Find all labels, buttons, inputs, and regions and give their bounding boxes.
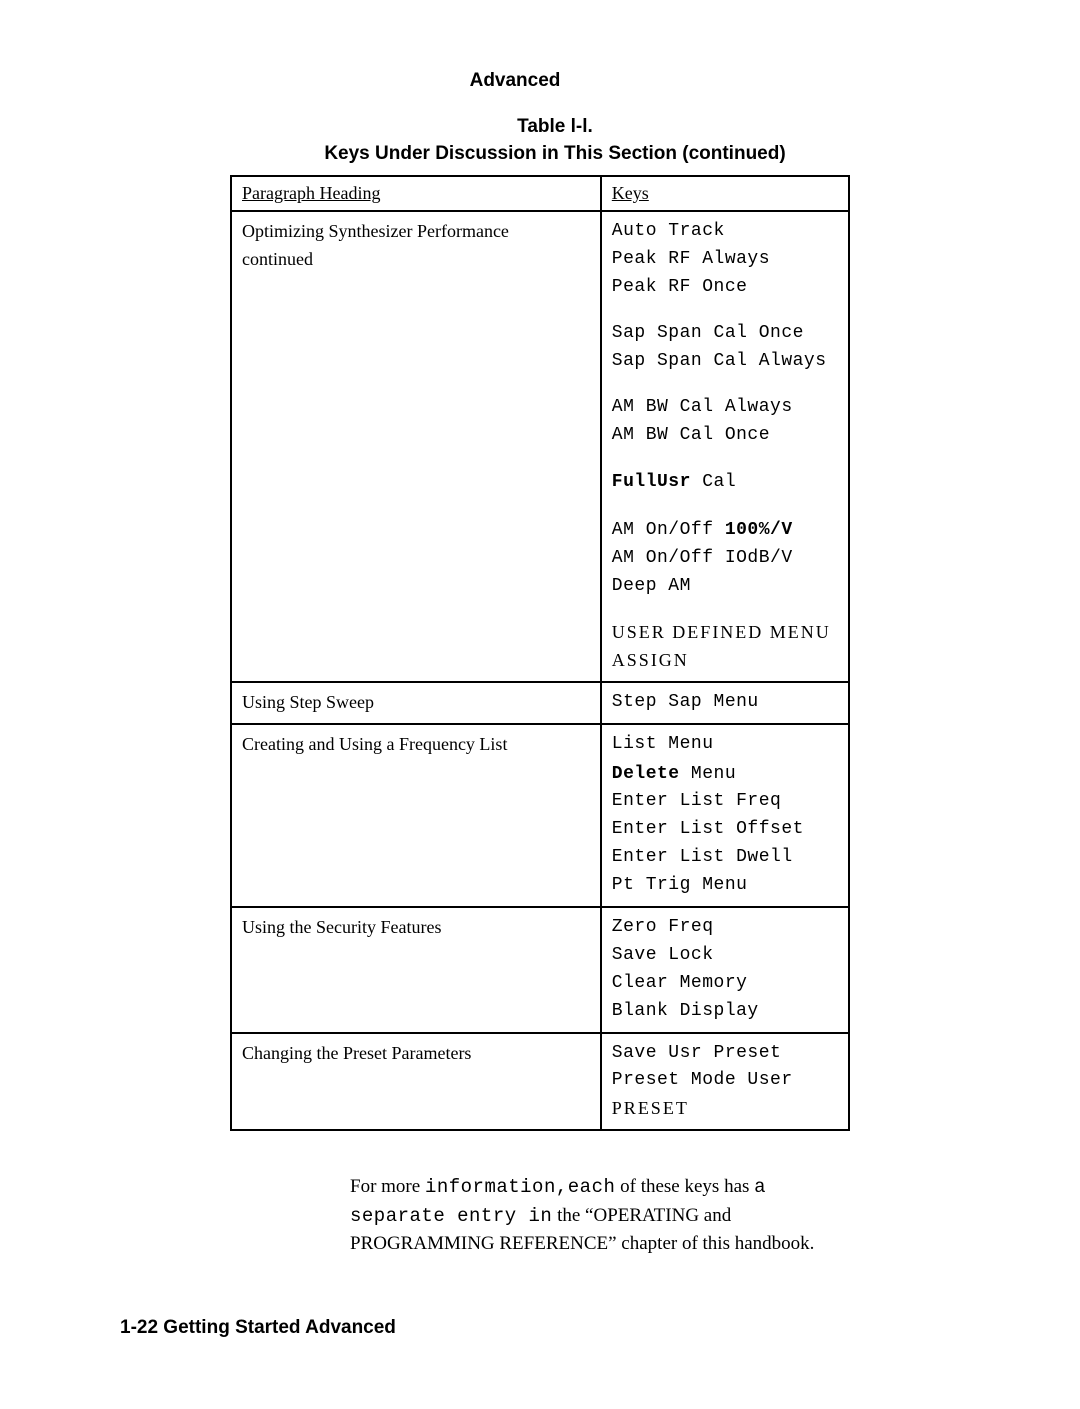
table-header-left: Paragraph Heading: [231, 176, 601, 211]
paragraph-heading-line: Changing the Preset Parameters: [242, 1040, 590, 1068]
key-line: Save Usr Preset: [612, 1040, 838, 1068]
paragraph-heading-line: Creating and Using a Frequency List: [242, 731, 590, 759]
key-line: Zero Freq: [612, 914, 838, 942]
body-paragraph: For more information,each of these keys …: [350, 1173, 870, 1258]
key-line: Auto Track: [612, 218, 838, 246]
keys-cell: Step Sap Menu: [601, 682, 849, 724]
key-line: PRESET: [612, 1095, 838, 1123]
key-line: Clear Memory: [612, 970, 838, 998]
document-page: Advanced Table l-l. Keys Under Discussio…: [0, 0, 1080, 1409]
table-header-row: Paragraph Heading Keys: [231, 176, 849, 211]
key-line: Blank Display: [612, 998, 838, 1026]
key-line: AM BW Cal Always: [612, 394, 838, 422]
key-line: Deep AM: [612, 573, 838, 601]
paragraph-heading-line: Optimizing Synthesizer Performance: [242, 218, 590, 246]
key-line: Pt Trig Menu: [612, 872, 838, 900]
key-line: AM On/Off 100%/V: [612, 515, 838, 545]
table-row: Using Step Sweep Step Sap Menu: [231, 682, 849, 724]
key-line: Enter List Freq: [612, 788, 838, 816]
key-line: USER DEFINED MENU: [612, 619, 838, 647]
key-gap: [612, 497, 838, 515]
paragraph-heading-cell: Using the Security Features: [231, 907, 601, 1033]
table-header-right: Keys: [601, 176, 849, 211]
key-line: AM BW Cal Once: [612, 422, 838, 450]
key-gap: [612, 601, 838, 619]
paragraph-heading-cell: Changing the Preset Parameters: [231, 1033, 601, 1131]
key-line: Peak RF Always: [612, 246, 838, 274]
paragraph-heading-cell: Creating and Using a Frequency List: [231, 724, 601, 907]
keys-cell: Zero FreqSave LockClear MemoryBlank Disp…: [601, 907, 849, 1033]
key-line: Enter List Offset: [612, 816, 838, 844]
body-text-part: For more: [350, 1176, 425, 1197]
key-gap: [612, 376, 838, 394]
key-line: AM On/Off IOdB/V: [612, 545, 838, 573]
keys-cell: Auto TrackPeak RF AlwaysPeak RF Once Sap …: [601, 211, 849, 682]
key-text-part: 100%/V: [725, 520, 793, 540]
paragraph-heading-line: continued: [242, 246, 590, 274]
key-gap: [612, 302, 838, 320]
page-footer: 1-22 Getting Started Advanced: [120, 1317, 396, 1339]
key-line: Enter List Dwell: [612, 844, 838, 872]
key-line: Delete Menu: [612, 759, 838, 789]
table-caption-line1: Table l-l.: [517, 116, 593, 137]
table-row: Using the Security Features Zero FreqSave…: [231, 907, 849, 1033]
table-caption: Table l-l. Keys Under Discussion in This…: [150, 114, 960, 167]
table-caption-line2: Keys Under Discussion in This Section (c…: [324, 143, 785, 164]
key-line: FullUsr Cal: [612, 467, 838, 497]
section-heading: Advanced: [70, 70, 960, 92]
key-text-part: AM On/Off: [612, 520, 725, 540]
key-gap: [612, 449, 838, 467]
key-text-part: Cal: [702, 472, 736, 492]
key-line: Step Sap Menu: [612, 689, 838, 717]
paragraph-heading-cell: Using Step Sweep: [231, 682, 601, 724]
keys-cell: List MenuDelete MenuEnter List FreqEnter…: [601, 724, 849, 907]
paragraph-heading-line: Using Step Sweep: [242, 689, 590, 717]
body-text-part: of these keys has: [615, 1176, 754, 1197]
table-row: Optimizing Synthesizer Performancecontin…: [231, 211, 849, 682]
key-line: Sap Span Cal Once: [612, 320, 838, 348]
table-row: Changing the Preset Parameters Save Usr P…: [231, 1033, 849, 1131]
key-line: Save Lock: [612, 942, 838, 970]
key-line: Sap Span Cal Always: [612, 348, 838, 376]
keys-table: Paragraph Heading Keys Optimizing Synthe…: [230, 175, 850, 1131]
key-line: ASSIGN: [612, 647, 838, 675]
key-line: Preset Mode User: [612, 1067, 838, 1095]
key-text-part: Delete: [612, 764, 691, 784]
key-text-part: Menu: [691, 764, 736, 784]
key-line: List Menu: [612, 731, 838, 759]
keys-cell: Save Usr PresetPreset Mode UserPRESET: [601, 1033, 849, 1131]
key-text-part: FullUsr: [612, 472, 702, 492]
paragraph-heading-cell: Optimizing Synthesizer Performancecontin…: [231, 211, 601, 682]
table-row: Creating and Using a Frequency List List …: [231, 724, 849, 907]
paragraph-heading-line: Using the Security Features: [242, 914, 590, 942]
key-line: Peak RF Once: [612, 274, 838, 302]
body-text-part: information,each: [425, 1176, 615, 1198]
